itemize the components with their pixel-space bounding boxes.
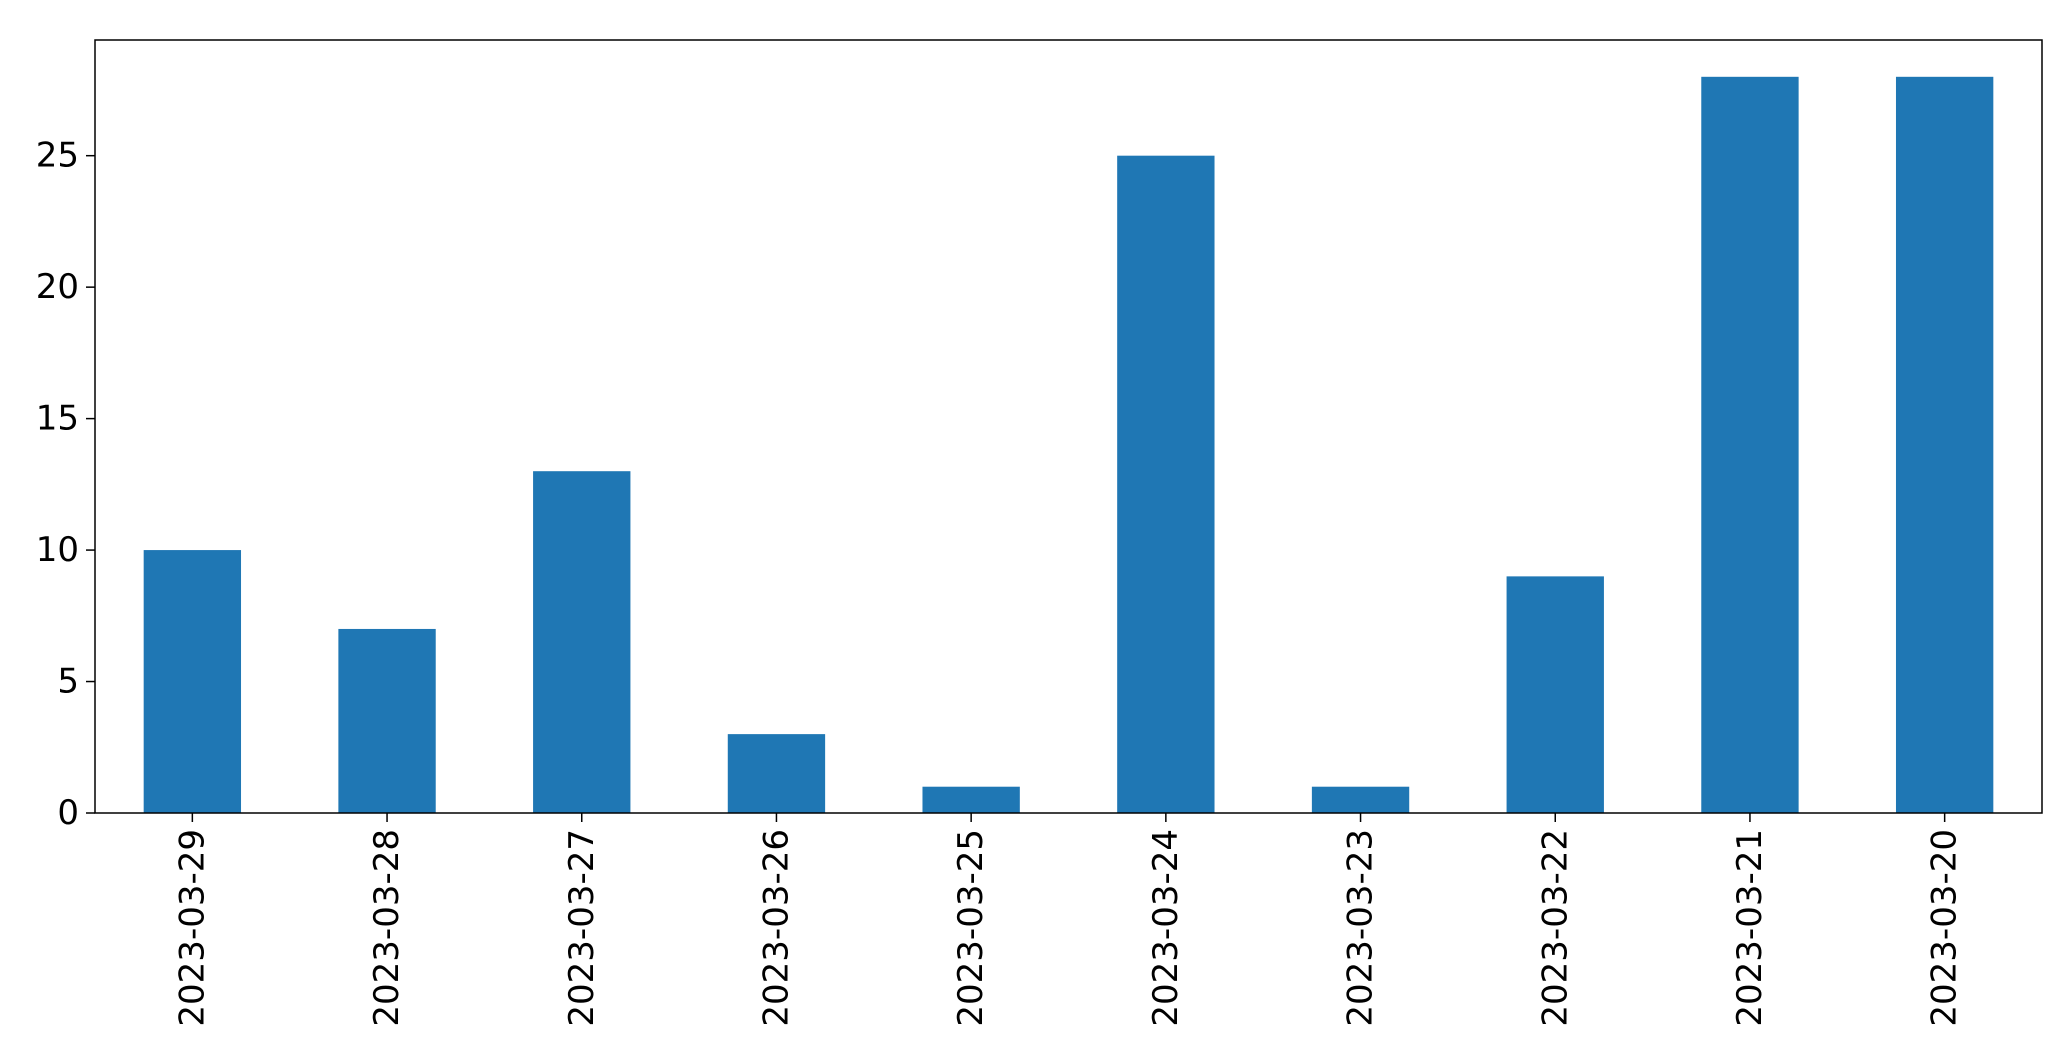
bar-2023-03-25 [922, 786, 1020, 813]
y-tick-label: 5 [57, 662, 79, 702]
bar-2023-03-23 [1311, 786, 1410, 813]
x-tick-label: 2023-03-23 [1341, 829, 1381, 1027]
x-tick-label: 2023-03-26 [756, 829, 796, 1027]
bar-2023-03-29 [143, 550, 242, 813]
y-tick-label: 20 [36, 267, 79, 307]
plot-frame [94, 39, 2043, 814]
x-tick-label: 2023-03-21 [1730, 829, 1770, 1027]
x-axis: 2023-03-29 2023-03-28 2023-03-27 2023-03-26… [172, 813, 1965, 1027]
x-tick-label: 2023-03-25 [951, 829, 991, 1027]
x-tick-label: 2023-03-27 [562, 829, 602, 1027]
bar-2023-03-24 [1117, 155, 1215, 813]
bars-group [143, 76, 1994, 814]
bar-2023-03-21 [1701, 76, 1799, 814]
x-tick-label: 2023-03-22 [1535, 829, 1575, 1027]
x-tick-label: 2023-03-28 [367, 829, 407, 1027]
x-tick-label: 2023-03-29 [172, 829, 212, 1027]
bar-2023-03-26 [727, 734, 826, 813]
y-axis: 0 5 10 15 20 25 [36, 136, 95, 833]
bar-2023-03-28 [338, 628, 436, 813]
bar-2023-03-27 [533, 471, 631, 813]
bar-2023-03-22 [1506, 576, 1604, 813]
y-tick-label: 0 [57, 793, 79, 833]
y-tick-label: 10 [36, 530, 79, 570]
y-tick-label: 25 [36, 136, 79, 176]
x-tick-label: 2023-03-24 [1146, 829, 1186, 1027]
x-tick-label: 2023-03-20 [1925, 829, 1965, 1027]
y-tick-label: 15 [36, 399, 79, 439]
bar-2023-03-20 [1895, 76, 1994, 814]
